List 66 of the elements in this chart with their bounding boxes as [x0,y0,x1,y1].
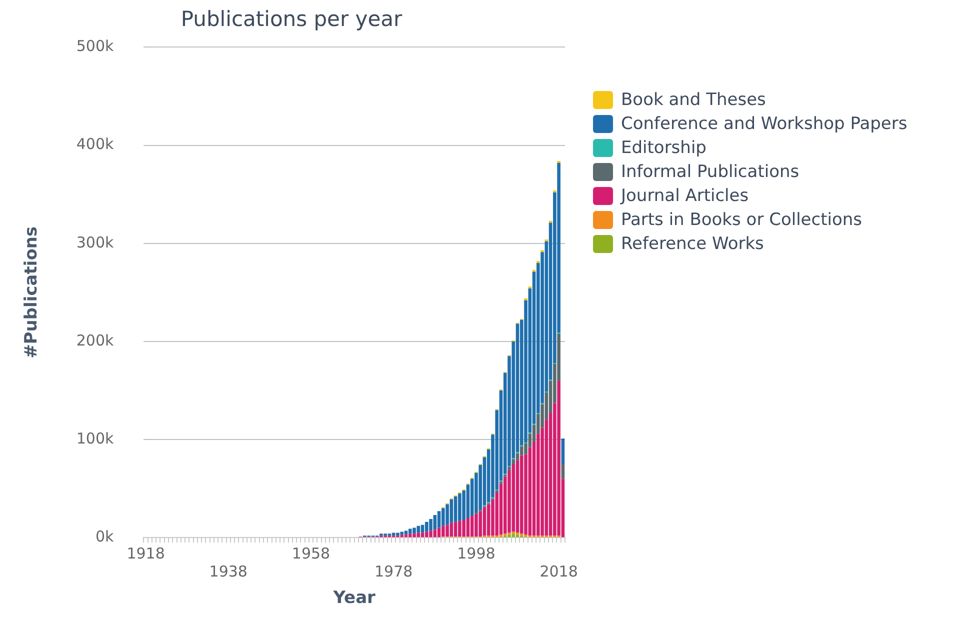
bar [557,380,560,536]
bar [512,534,516,538]
bar [429,530,432,538]
y-tick-label: 100k [76,429,114,448]
legend-label: Reference Works [621,234,764,254]
x-tick-label: 1918 [126,544,165,562]
bar [474,514,478,537]
legend-label: Conference and Workshop Papers [621,114,908,134]
bar [466,518,470,537]
bar [404,530,408,535]
bar [442,508,445,526]
bar [400,534,404,538]
chart-title: Publications per year [180,7,402,32]
bar [561,438,565,464]
bar [458,520,462,537]
bar [446,524,449,537]
legend-label: Informal Publications [621,162,800,182]
bar [508,534,511,538]
y-tick-label: 0k [95,527,114,546]
bar [482,507,486,536]
legend-label: Journal Articles [621,186,749,206]
bar [454,522,458,537]
bar [508,466,511,470]
bar [433,530,437,538]
bar [462,520,466,537]
x-tick-label: 1938 [209,562,248,580]
bar [400,532,404,535]
bar [458,493,462,521]
bar [433,515,437,530]
bar [392,532,396,536]
bar [450,522,454,537]
x-tick-label: 1998 [457,544,496,562]
bar [561,464,565,479]
bar [520,455,524,534]
bar [470,516,474,537]
legend-label: Parts in Books or Collections [621,210,862,230]
bar [412,534,416,538]
bar [408,528,412,534]
bar [429,518,432,531]
bar [478,511,482,537]
bar [450,499,454,523]
bar [424,522,428,532]
x-axis-title: Year [332,588,376,608]
y-tick-label: 500k [76,37,114,56]
bar [416,532,420,538]
y-axis-title: #Publications [22,226,42,358]
bar [424,532,428,538]
x-tick-label: 1958 [292,544,330,562]
y-tick-label: 400k [76,135,114,154]
bar [396,532,400,536]
bar [437,511,441,528]
bar [416,526,420,533]
bar [454,496,458,522]
y-tick-label: 200k [76,331,114,350]
legend-label: Editorship [621,138,706,158]
bar [512,464,516,532]
bar [408,534,412,538]
bar [412,528,416,534]
bar [420,532,424,538]
x-tick-label: 2018 [540,562,578,580]
y-tick-label: 300k [76,233,114,252]
bar [404,534,408,538]
x-tick-label: 1978 [374,562,413,580]
bar [516,534,520,538]
bar [442,526,445,537]
legend-label: Book and Theses [621,90,766,110]
